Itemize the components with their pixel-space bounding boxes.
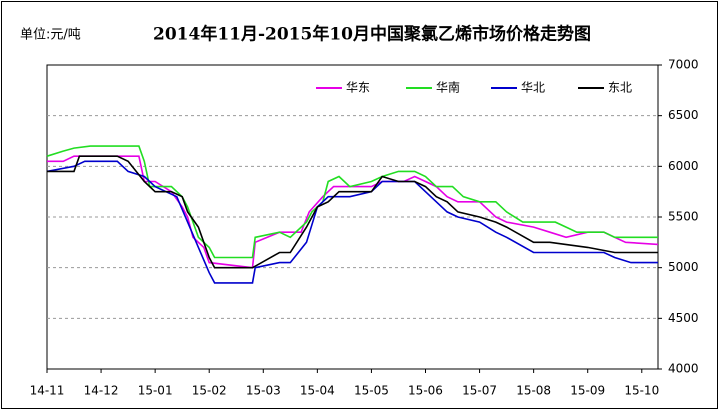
legend-label: 华北 bbox=[521, 81, 545, 95]
series-line bbox=[47, 155, 659, 269]
y-tick-label: 5000 bbox=[668, 260, 699, 274]
x-tick-label: 15-02 bbox=[192, 384, 227, 398]
series-line bbox=[46, 160, 658, 284]
x-tick-label: 14-12 bbox=[84, 384, 119, 398]
x-tick-label: 15-08 bbox=[516, 384, 551, 398]
x-tick-label: 15-03 bbox=[246, 384, 281, 398]
x-tick-label: 15-05 bbox=[354, 384, 389, 398]
y-tick-label: 6000 bbox=[668, 159, 699, 173]
series-line bbox=[47, 155, 658, 269]
x-tick-label: 15-10 bbox=[624, 384, 659, 398]
x-tick-label: 15-06 bbox=[408, 384, 443, 398]
y-tick-label: 7000 bbox=[668, 58, 699, 72]
legend-label: 华东 bbox=[346, 81, 370, 95]
y-tick-label: 5500 bbox=[668, 210, 699, 224]
x-tick-label: 15-04 bbox=[300, 384, 335, 398]
y-tick-label: 4000 bbox=[668, 362, 699, 376]
unit-label: 单位:元/吨 bbox=[20, 28, 81, 43]
y-tick-label: 4500 bbox=[668, 311, 699, 325]
legend-label: 东北 bbox=[608, 81, 632, 95]
legend-label: 华南 bbox=[436, 80, 460, 95]
x-tick-label: 15-07 bbox=[462, 384, 497, 398]
chart-title: 2014年11月-2015年10月中国聚氯乙烯市场价格走势图 bbox=[153, 24, 591, 45]
x-tick-label: 14-11 bbox=[30, 384, 65, 398]
y-tick-label: 6500 bbox=[668, 108, 699, 122]
series-line bbox=[46, 145, 658, 259]
x-tick-label: 15-09 bbox=[570, 384, 605, 398]
x-tick-label: 15-01 bbox=[138, 384, 173, 398]
